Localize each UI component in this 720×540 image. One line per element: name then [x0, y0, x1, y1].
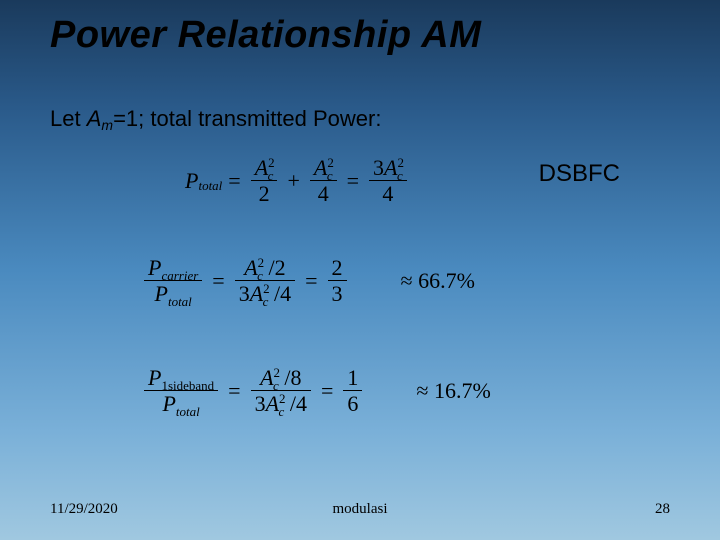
eq3-lhs-num-sub: 1sideband	[161, 378, 214, 393]
footer-page-number: 28	[655, 501, 670, 518]
equals-sign: =	[212, 268, 224, 294]
eq3-mid-den-A: A	[266, 391, 279, 416]
eq3-mid-num-sub: c	[273, 378, 279, 393]
eq2-res-den: 3	[328, 281, 347, 306]
eq1-t3-A: A	[384, 155, 397, 180]
eq3-mid-num-A: A	[260, 365, 273, 390]
subtitle-var: A	[87, 106, 102, 131]
subtitle-subscript: m	[101, 117, 113, 133]
eq1-t1-sub: c	[268, 168, 274, 183]
eq1-frac3: 3A2c 4	[369, 155, 407, 207]
eq1-t3-sub: c	[397, 168, 403, 183]
eq3-res-num: 1	[343, 365, 362, 390]
dsbfc-label: DSBFC	[539, 160, 620, 188]
eq3-mid-den-coeff: 3	[255, 391, 266, 416]
eq1-t2-sub: c	[327, 168, 333, 183]
equals-sign: =	[321, 378, 333, 404]
eq2-lhs-den-var: P	[155, 281, 168, 306]
eq1-t1-den: 2	[255, 181, 274, 206]
subtitle-prefix: Let	[50, 106, 87, 131]
equals-sign: =	[305, 268, 317, 294]
eq3-lhs-den-var: P	[162, 391, 175, 416]
eq2-mid: A2c /2 3A2c /4	[235, 255, 295, 307]
eq1-t3-den: 4	[378, 181, 397, 206]
eq3-lhs-den-sub: total	[176, 404, 200, 419]
equation-row: Ptotal = A2c 2 + A2c 4 = 3A2c 4	[185, 155, 411, 207]
slide-subtitle: Let Am=1; total transmitted Power:	[50, 106, 381, 132]
equation-sideband-ratio: P1sideband Ptotal = A2c /8 3A2c /4 = 1 6…	[140, 365, 491, 417]
eq2-lhs: Pcarrier Ptotal	[144, 255, 202, 307]
eq3-mid-den-div: 4	[296, 391, 307, 416]
eq3-approx: ≈ 16.7%	[416, 378, 490, 404]
eq1-t1-A: A	[255, 155, 268, 180]
eq3-mid-num-div: 8	[290, 365, 301, 390]
equation-carrier-ratio: Pcarrier Ptotal = A2c /2 3A2c /4 = 2 3 ≈…	[140, 255, 475, 307]
eq2-lhs-den-sub: total	[168, 294, 192, 309]
eq2-mid-den-div: 4	[280, 281, 291, 306]
eq2-mid-num-A: A	[244, 255, 257, 280]
eq1-lhs-sub: total	[198, 178, 222, 194]
eq1-frac1: A2c 2	[251, 155, 278, 207]
eq2-mid-num-div: 2	[275, 255, 286, 280]
eq2-res-num: 2	[328, 255, 347, 280]
eq3-mid: A2c /8 3A2c /4	[251, 365, 311, 417]
footer-topic: modulasi	[333, 501, 388, 518]
equation-row: Pcarrier Ptotal = A2c /2 3A2c /4 = 2 3 ≈…	[140, 255, 475, 307]
eq2-lhs-num-var: P	[148, 255, 161, 280]
equals-sign: =	[228, 168, 240, 194]
eq2-mid-den-coeff: 3	[239, 281, 250, 306]
subtitle-rest: =1; total transmitted Power:	[113, 106, 381, 131]
eq3-mid-den-sub: c	[279, 404, 285, 419]
equation-row: P1sideband Ptotal = A2c /8 3A2c /4 = 1 6…	[140, 365, 491, 417]
equals-sign: =	[228, 378, 240, 404]
eq2-approx: ≈ 66.7%	[401, 268, 475, 294]
eq1-t3-coeff: 3	[373, 155, 384, 180]
equals-sign: =	[347, 168, 359, 194]
eq2-res: 2 3	[328, 255, 347, 307]
eq3-lhs: P1sideband Ptotal	[144, 365, 218, 417]
eq2-lhs-num-sub: carrier	[161, 268, 198, 283]
eq3-res-den: 6	[343, 391, 362, 416]
eq1-t2-A: A	[314, 155, 327, 180]
eq1-t2-den: 4	[314, 181, 333, 206]
eq1-frac2: A2c 4	[310, 155, 337, 207]
eq2-mid-den-sub: c	[263, 294, 269, 309]
eq3-lhs-num-var: P	[148, 365, 161, 390]
slide-title: Power Relationship AM	[50, 14, 481, 57]
footer-date: 11/29/2020	[50, 501, 118, 518]
eq2-mid-den-A: A	[250, 281, 263, 306]
plus-sign: +	[287, 168, 299, 194]
eq1-lhs-var: P	[185, 168, 198, 194]
equation-ptotal: Ptotal = A2c 2 + A2c 4 = 3A2c 4	[185, 155, 411, 207]
eq3-res: 1 6	[343, 365, 362, 417]
